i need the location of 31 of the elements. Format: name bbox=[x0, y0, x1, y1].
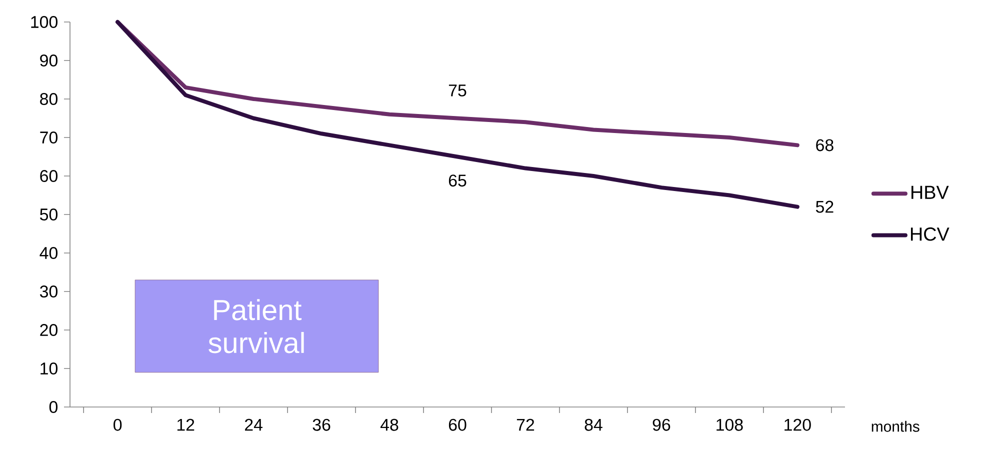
annotation: Patient survival bbox=[208, 299, 304, 354]
data-label: 52 bbox=[816, 200, 834, 213]
y-tick-label: 0 bbox=[49, 401, 58, 414]
x-tick-label: 24 bbox=[244, 418, 262, 431]
data-label: 68 bbox=[816, 139, 834, 152]
data-label: 65 bbox=[448, 174, 466, 187]
x-axis-title: months bbox=[872, 420, 920, 432]
y-tick-label: 40 bbox=[40, 247, 58, 259]
x-tick-label: 36 bbox=[312, 418, 330, 431]
x-tick-label: 72 bbox=[516, 418, 534, 431]
y-tick-label: 60 bbox=[40, 170, 58, 182]
line-series bbox=[116, 20, 800, 209]
data-label: 75 bbox=[448, 84, 466, 96]
x-tick-label: 0 bbox=[114, 418, 122, 431]
y-tick-label: 100 bbox=[31, 16, 58, 28]
y-tick-label: 70 bbox=[40, 132, 58, 144]
y-tick-label: 20 bbox=[40, 324, 58, 336]
y-tick-label: 80 bbox=[40, 93, 58, 105]
y-tick-label: 50 bbox=[40, 208, 58, 220]
x-tick-label: 60 bbox=[448, 418, 466, 431]
x-tick-label: 96 bbox=[652, 418, 670, 431]
x-tick-label: 48 bbox=[380, 418, 398, 431]
x-tick-label: 84 bbox=[584, 418, 602, 431]
y-tick-label: 10 bbox=[40, 362, 58, 375]
legend-label: HCV bbox=[910, 227, 950, 241]
y-tick-label: 90 bbox=[40, 54, 58, 66]
x-tick-label: 12 bbox=[177, 418, 194, 431]
x-tick-label: 108 bbox=[716, 418, 743, 431]
y-tick-label: 30 bbox=[40, 286, 58, 298]
legend-label: HBV bbox=[912, 186, 949, 199]
x-tick-label: 120 bbox=[784, 418, 811, 431]
